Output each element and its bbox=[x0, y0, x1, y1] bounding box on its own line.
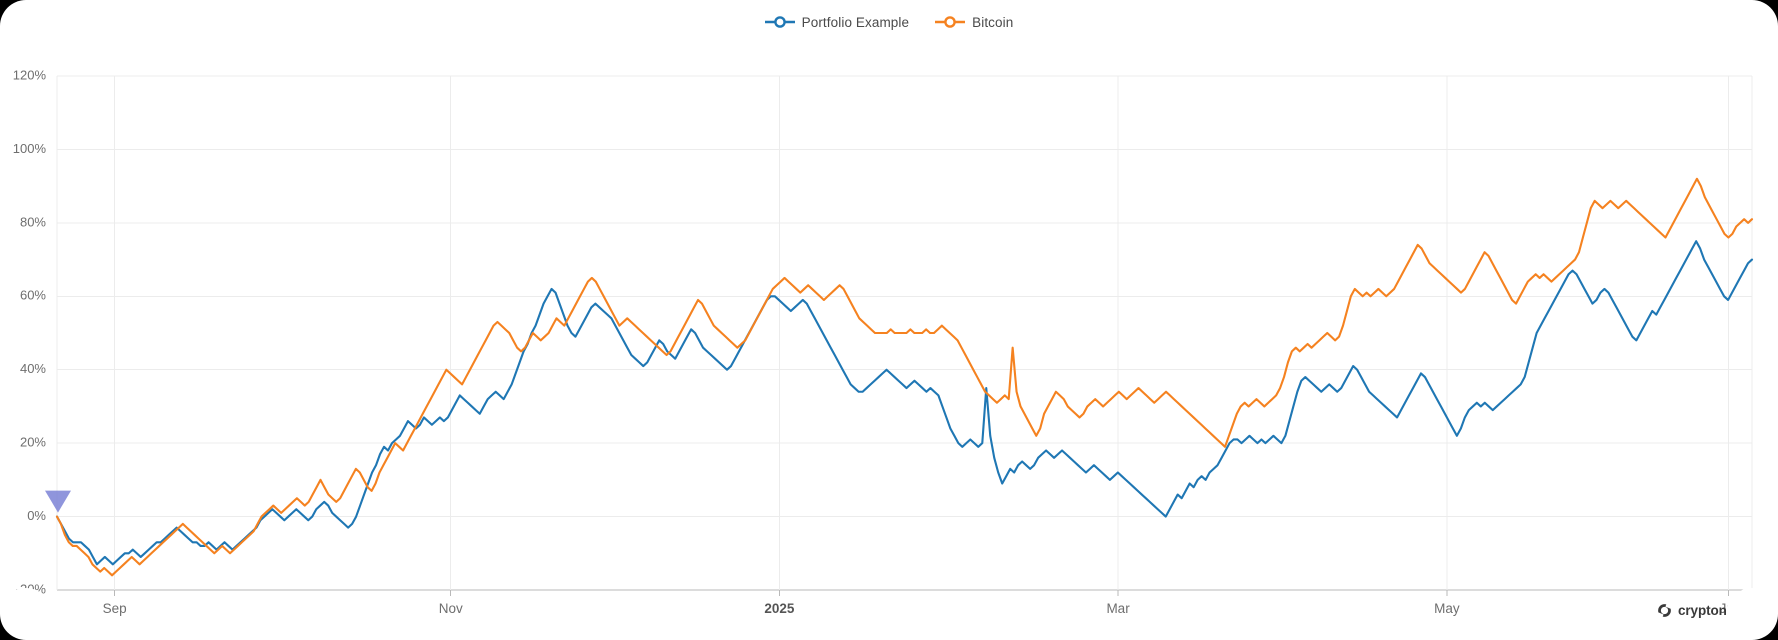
x-axis-tick-label: Nov bbox=[439, 601, 463, 616]
legend-label-bitcoin: Bitcoin bbox=[972, 14, 1014, 30]
circle-line-marker-icon bbox=[764, 16, 795, 28]
y-axis-tick-labels: -20% 0% 20% 40% 60% 80% 100% 120% bbox=[13, 67, 47, 596]
y-axis-tick-label: 120% bbox=[13, 67, 47, 82]
cryptonews-logo-icon bbox=[1656, 603, 1672, 618]
download-icon bbox=[1734, 25, 1750, 42]
y-axis-tick-label: 80% bbox=[20, 214, 46, 229]
chart-legend: Portfolio Example Bitcoin bbox=[0, 8, 1778, 36]
y-axis-tick-label: 60% bbox=[20, 288, 46, 303]
x-axis-tick-labels: Sep Nov 2025 Mar May Jul bbox=[103, 601, 1737, 616]
x-axis-tick-label: May bbox=[1434, 601, 1460, 616]
legend-item-bitcoin[interactable]: Bitcoin bbox=[935, 15, 1013, 30]
legend-label-portfolio-example: Portfolio Example bbox=[801, 14, 910, 30]
y-axis-tick-label: 0% bbox=[27, 508, 46, 523]
x-axis-tick-label: Sep bbox=[103, 601, 127, 616]
series-line-portfolio-example bbox=[55, 240, 1754, 566]
download-button[interactable] bbox=[1728, 20, 1756, 48]
circle-line-marker-icon bbox=[935, 16, 966, 28]
legend-item-portfolio-example[interactable]: Portfolio Example bbox=[764, 14, 910, 30]
y-axis-tick-label: 40% bbox=[20, 361, 46, 376]
watermark-text: cryptonews bbox=[1677, 603, 1752, 618]
chart-gridlines bbox=[56, 75, 1753, 591]
y-axis-tick-label: -20% bbox=[16, 581, 47, 596]
chart-vertical-gridlines bbox=[114, 76, 1729, 596]
start-marker-triangle-shape bbox=[45, 490, 71, 513]
y-axis-tick-label: 20% bbox=[20, 435, 46, 450]
x-axis-tick-label: Mar bbox=[1106, 601, 1130, 616]
x-axis-tick-label: 2025 bbox=[764, 601, 795, 616]
start-marker-triangle bbox=[45, 490, 71, 513]
chart-series-group bbox=[55, 177, 1754, 577]
watermark: cryptonews bbox=[1656, 603, 1752, 618]
y-axis-tick-label: 100% bbox=[13, 141, 47, 156]
series-line-bitcoin bbox=[55, 177, 1754, 577]
